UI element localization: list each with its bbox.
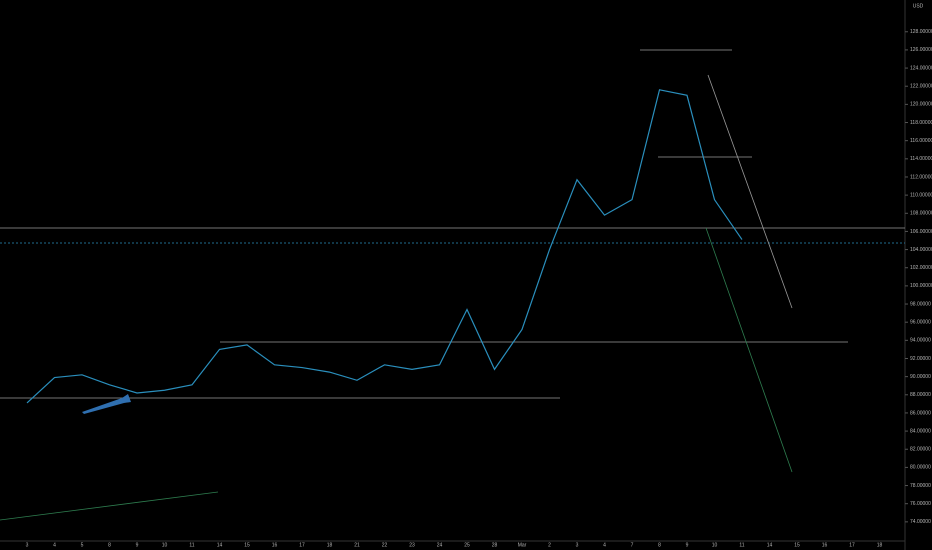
y-tick-label: 128.00000 [910, 29, 932, 35]
y-tick-label: 108.00000 [910, 211, 932, 217]
x-tick-label: 28 [492, 542, 498, 548]
y-tick-label: 104.00000 [910, 247, 932, 253]
x-tick-label: 18 [877, 542, 883, 548]
y-tick-label: 90.00000 [910, 374, 931, 380]
y-tick-label: 86.00000 [910, 410, 931, 416]
y-tick-label: 114.00000 [910, 156, 932, 162]
x-tick-label: 2 [548, 542, 551, 548]
y-tick-label: 102.00000 [910, 265, 932, 271]
x-tick-label: 21 [354, 542, 360, 548]
x-tick-label: 17 [299, 542, 305, 548]
trend-line [0, 491, 219, 521]
x-tick-label: 8 [108, 542, 111, 548]
arrow [82, 394, 131, 414]
x-tick-label: 16 [272, 542, 278, 548]
y-tick-label: 120.00000 [910, 102, 932, 108]
x-tick-label: 18 [327, 542, 333, 548]
x-tick-label: 17 [849, 542, 855, 548]
y-tick-label: 110.00000 [910, 192, 932, 198]
x-tick-label: 9 [136, 542, 139, 548]
x-tick-label: 5 [81, 542, 84, 548]
y-tick-label: 124.00000 [910, 65, 932, 71]
y-tick-label: 122.00000 [910, 84, 932, 90]
x-tick-label: 10 [162, 542, 168, 548]
x-tick-label: 7 [631, 542, 634, 548]
currency-label: USD [913, 3, 924, 9]
y-tick-label: 74.00000 [910, 519, 931, 525]
x-tick-label: 25 [464, 542, 470, 548]
y-tick-label: 84.00000 [910, 428, 931, 434]
price-line [26, 89, 743, 404]
trend-line [705, 227, 793, 473]
y-tick-label: 96.00000 [910, 320, 931, 326]
y-tick-label: 112.00000 [910, 174, 932, 180]
x-tick-label: 4 [53, 542, 56, 548]
x-tick-label: 3 [576, 542, 579, 548]
trend-line [707, 74, 793, 309]
y-tick-label: 106.00000 [910, 229, 932, 235]
y-tick-label: 76.00000 [910, 501, 931, 507]
y-tick-label: 116.00000 [910, 138, 932, 144]
x-tick-label: 11 [739, 542, 744, 548]
x-tick-label: 15 [794, 542, 800, 548]
x-tick-label: 3 [26, 542, 29, 548]
x-tick-label: 15 [244, 542, 250, 548]
x-tick-label: 24 [437, 542, 443, 548]
x-tick-label: 4 [603, 542, 606, 548]
y-tick-label: 80.00000 [910, 465, 931, 471]
x-tick-label: Mar [518, 542, 527, 548]
y-tick-label: 88.00000 [910, 392, 931, 398]
x-tick-label: 14 [217, 542, 223, 548]
x-tick-label: 16 [822, 542, 828, 548]
y-tick-label: 94.00000 [910, 338, 931, 344]
x-tick-label: 23 [409, 542, 415, 548]
y-tick-label: 78.00000 [910, 483, 931, 489]
drawings [0, 49, 905, 521]
x-tick-label: 8 [658, 542, 661, 548]
y-tick-label: 82.00000 [910, 447, 931, 453]
x-tick-label: 9 [686, 542, 689, 548]
x-tick-label: 11 [189, 542, 194, 548]
y-tick-label: 126.00000 [910, 47, 932, 53]
y-tick-label: 100.00000 [910, 283, 932, 289]
x-tick-label: 14 [767, 542, 773, 548]
y-tick-label: 98.00000 [910, 301, 931, 307]
y-tick-label: 92.00000 [910, 356, 931, 362]
y-tick-label: 118.00000 [910, 120, 932, 126]
x-tick-label: 22 [382, 542, 388, 548]
x-tick-label: 10 [712, 542, 718, 548]
